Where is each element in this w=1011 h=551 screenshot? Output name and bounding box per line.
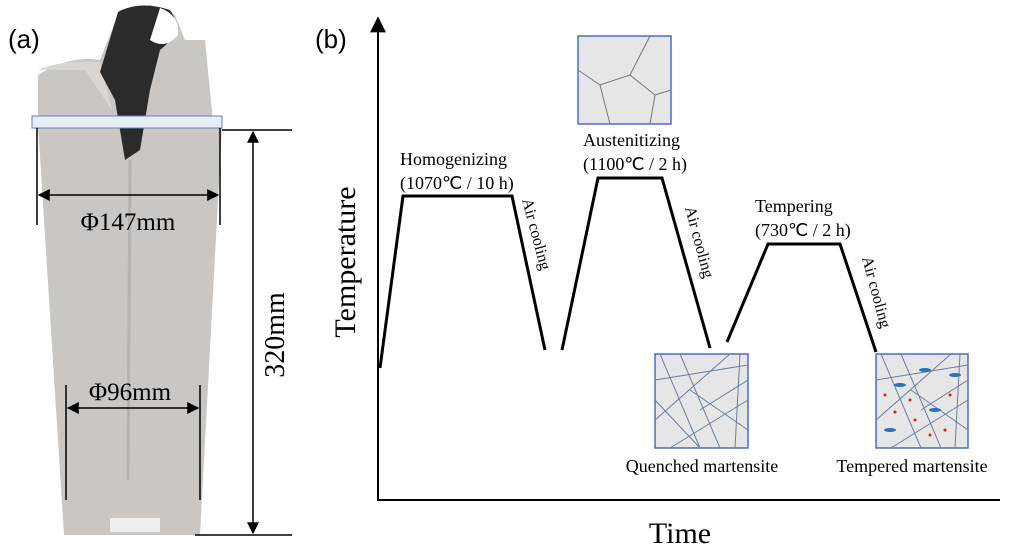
dimension-text: Φ147mm xyxy=(81,209,176,236)
dimension-lines xyxy=(36,128,292,536)
austenite-inset xyxy=(577,35,672,125)
axes xyxy=(370,16,1000,501)
dimension-text: 320mm xyxy=(260,292,291,378)
tempered-inset xyxy=(875,353,969,449)
axis-label: Time xyxy=(649,517,711,550)
quenched-inset xyxy=(654,353,749,449)
dimension-text: Φ96mm xyxy=(89,379,172,406)
ingot xyxy=(31,5,223,535)
cooling-label: Air cooling xyxy=(518,197,553,272)
stage-condition: (1070℃ / 10 h) xyxy=(400,173,514,194)
panel-label: (a) xyxy=(8,24,40,54)
heat-treatment-curve xyxy=(378,176,878,369)
panel-label: (b) xyxy=(315,24,347,54)
stage-name: Homogenizing xyxy=(400,149,507,169)
axis-label: Temperature xyxy=(329,186,362,337)
stage-name: Tempering xyxy=(755,196,833,216)
stage-condition: (1100℃ / 2 h) xyxy=(583,154,687,175)
stage-name: Austenitizing xyxy=(583,130,680,150)
stage-condition: (730℃ / 2 h) xyxy=(755,220,851,241)
microstructure-label: Quenched martensite xyxy=(626,456,778,476)
microstructure-label: Tempered martensite xyxy=(836,456,987,476)
